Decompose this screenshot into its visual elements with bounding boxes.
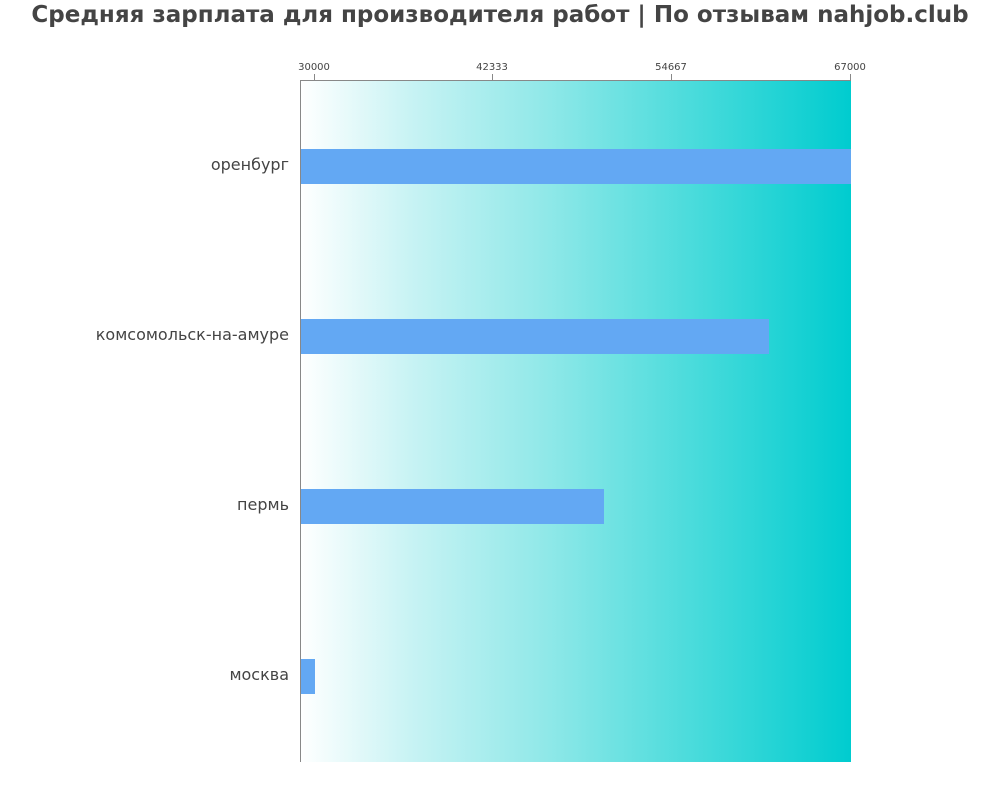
- x-axis-tick: [314, 74, 315, 80]
- x-axis-tick-label: 54667: [655, 62, 687, 73]
- category-label: пермь: [237, 495, 289, 514]
- bar: [301, 319, 769, 354]
- bar: [301, 149, 851, 184]
- x-axis-tick-label: 42333: [476, 62, 508, 73]
- plot-area: [300, 80, 851, 762]
- chart-title: Средняя зарплата для производителя работ…: [31, 2, 969, 28]
- x-axis-line: [300, 80, 851, 81]
- x-axis-tick: [492, 74, 493, 80]
- category-label: москва: [229, 665, 289, 684]
- bar: [301, 489, 604, 524]
- x-axis-tick-label: 30000: [298, 62, 330, 73]
- x-axis-tick-label: 67000: [834, 62, 866, 73]
- bar: [301, 659, 315, 694]
- category-label: комсомольск-на-амуре: [95, 325, 289, 344]
- category-label: оренбург: [210, 155, 289, 174]
- x-axis-tick: [671, 74, 672, 80]
- x-axis-tick: [850, 74, 851, 80]
- y-axis-line: [300, 80, 301, 762]
